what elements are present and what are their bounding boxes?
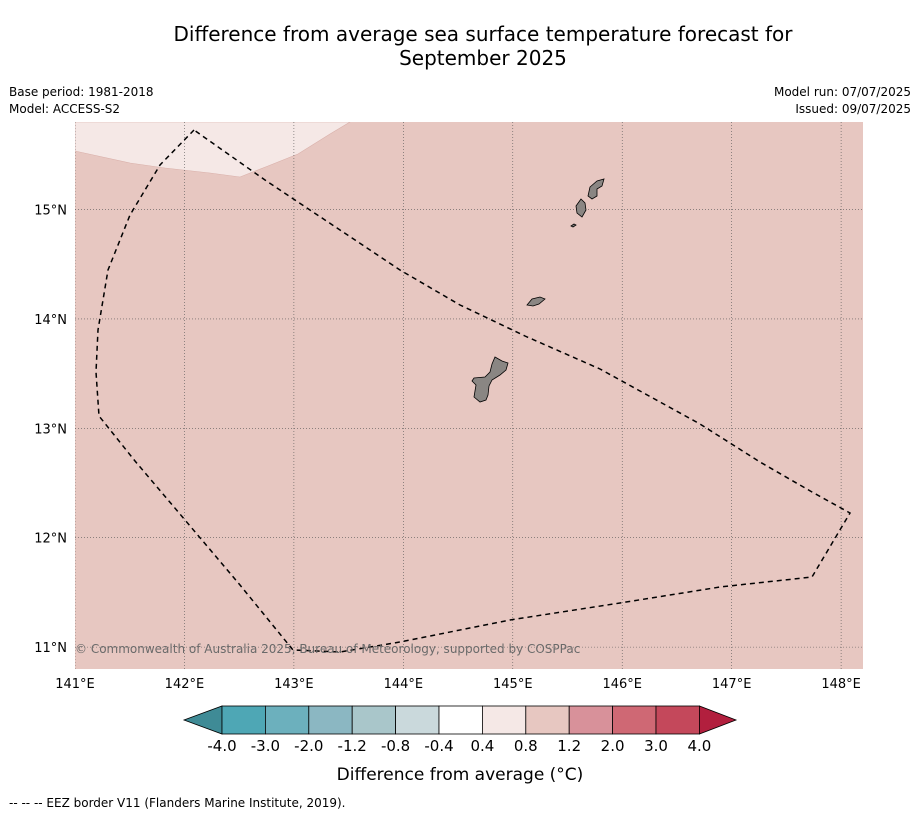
- colorbar-tick-label: -0.8: [381, 737, 410, 755]
- eez-border-footnote: -- -- -- EEZ border V11 (Flanders Marine…: [9, 796, 346, 810]
- colorbar: [182, 705, 738, 735]
- sea-anomaly-field: [75, 122, 863, 669]
- longitude-tick-label: 142°E: [165, 677, 205, 692]
- map-title: Difference from average sea surface temp…: [173, 22, 793, 70]
- latitude-tick-label: 15°N: [34, 204, 67, 219]
- longitude-tick-label: 145°E: [493, 677, 533, 692]
- colorbar-bin: [481, 705, 527, 735]
- colorbar-bin: [525, 705, 570, 735]
- eez-border: [95, 129, 852, 653]
- cooler-anomaly-region: [75, 122, 351, 178]
- longitude-tick-label: 144°E: [384, 677, 424, 692]
- graticule: [75, 122, 863, 669]
- map-area: [75, 122, 863, 669]
- island-saipan: [587, 178, 605, 200]
- colorbar-bin: [438, 705, 483, 735]
- colorbar-extend-high: [699, 705, 738, 735]
- latitude-tick-label: 13°N: [34, 422, 67, 437]
- latitude-tick-label: 14°N: [34, 313, 67, 328]
- longitude-tick-label: 148°E: [821, 677, 861, 692]
- colorbar-tick-label: -4.0: [207, 737, 236, 755]
- colorbar-bin: [264, 705, 310, 735]
- model-run-text: Model run: 07/07/2025: [773, 85, 911, 99]
- copyright-text: © Commonwealth of Australia 2025, Bureau…: [75, 642, 580, 656]
- colorbar-tick-label: -0.4: [424, 737, 453, 755]
- longitude-tick-label: 147°E: [712, 677, 752, 692]
- island-rota: [526, 296, 546, 307]
- colorbar-bin: [612, 705, 657, 735]
- colorbar-bin: [568, 705, 614, 735]
- colorbar-tick-label: 0.8: [514, 737, 538, 755]
- colorbar-tick-label: 0.4: [470, 737, 494, 755]
- colorbar-bin: [308, 705, 353, 735]
- latitude-tick-labels: 15°N 14°N 13°N 12°N 11°N: [34, 204, 67, 657]
- colorbar-title: Difference from average (°C): [337, 765, 584, 785]
- latitude-tick-label: 11°N: [34, 641, 67, 656]
- longitude-tick-label: 143°E: [274, 677, 314, 692]
- model-text: Model: ACCESS-S2: [9, 102, 121, 116]
- longitude-tick-label: 141°E: [55, 677, 95, 692]
- colorbar-bin: [655, 705, 700, 735]
- colorbar-tick-label: -3.0: [251, 737, 280, 755]
- colorbar-tick-label: -1.2: [338, 737, 367, 755]
- colorbar-tick-label: -2.0: [294, 737, 323, 755]
- colorbar-bin: [395, 705, 440, 735]
- colorbar-bin: [351, 705, 397, 735]
- island-guam: [471, 356, 509, 403]
- longitude-tick-label: 146°E: [602, 677, 642, 692]
- island-tinian: [575, 198, 587, 218]
- colorbar-bin: [221, 705, 266, 735]
- base-period-text: Base period: 1981-2018: [9, 85, 154, 99]
- colorbar-tick-labels: -4.0 -3.0 -2.0 -1.2 -0.8 -0.4 0.4 0.8 1.2 2.0 3.0 4…: [207, 737, 711, 755]
- info-left: Base period: 1981-2018 Model: ACCESS-S2: [9, 84, 154, 118]
- longitude-tick-labels: 141°E 142°E 143°E 144°E 145°E 146°E 147°E 148°E: [55, 677, 861, 692]
- info-right: Model run: 07/07/2025 Issued: 09/07/2025: [774, 84, 911, 118]
- colorbar-tick-label: 4.0: [687, 737, 711, 755]
- colorbar-tick-label: 1.2: [557, 737, 581, 755]
- latitude-tick-label: 12°N: [34, 532, 67, 547]
- issued-text: Issued: 09/07/2025: [795, 102, 911, 116]
- colorbar-tick-label: 3.0: [644, 737, 668, 755]
- island-aguijan: [570, 223, 577, 228]
- colorbar-tick-label: 2.0: [601, 737, 625, 755]
- colorbar-extend-low: [182, 705, 223, 735]
